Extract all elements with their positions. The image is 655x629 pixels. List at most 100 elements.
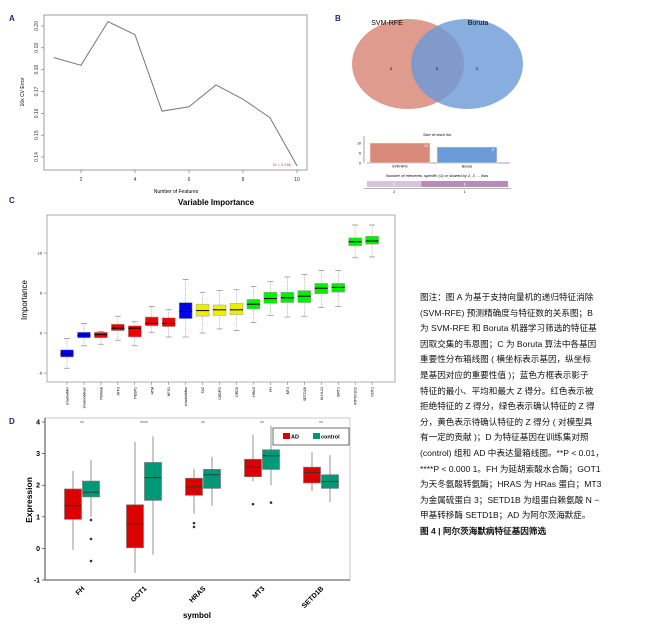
outlier-point — [251, 502, 255, 506]
panel-label-d: D — [9, 417, 15, 426]
y-tick-label: 0.18 — [34, 65, 40, 75]
x-tick-label: NFS1 — [167, 387, 171, 396]
venn-label-boruta: Boruta — [468, 20, 489, 27]
x-tick-label: 10 — [294, 177, 300, 183]
size-bar-value: 10 — [424, 144, 428, 148]
significance-mark: ** — [201, 421, 205, 427]
x-axis-label: symbol — [183, 611, 211, 620]
expression-box — [144, 462, 162, 501]
shared-bar-value: 8 — [464, 183, 466, 187]
data-point — [296, 165, 298, 167]
caption-line: 分，黄色表示待确认特征的 Z 得分 ( 对模型具 — [420, 416, 593, 427]
y-tick-label: 4 — [36, 420, 40, 427]
size-bar-label: Boruta — [462, 165, 472, 169]
outlier-point — [192, 521, 196, 525]
x-tick-label: shadowMax — [184, 387, 188, 406]
legend-label: AD — [291, 435, 299, 441]
x-tick-label: SETD1B — [303, 386, 307, 401]
y-tick-label: 0.16 — [34, 108, 40, 118]
caption-line: 为金属硫蛋白 3；SETD1B 为组蛋白赖氨酸 N − — [420, 494, 600, 505]
legend-box — [272, 427, 350, 446]
significance-mark: **** — [140, 421, 148, 427]
x-tick-label: 6 — [188, 177, 191, 183]
x-tick-label: 2 — [80, 177, 83, 183]
caption-line: (control) 组和 AD 中表达量箱线图。**P < 0.01， — [420, 447, 604, 458]
y-tick-label: 0.15 — [34, 130, 40, 140]
y-tick-label: 0.14 — [34, 152, 40, 162]
size-title: Size of each list — [423, 132, 452, 137]
size-bar — [436, 146, 498, 164]
importance-box — [178, 302, 193, 319]
venn-circle-boruta — [411, 19, 523, 109]
x-tick-label: shadowMin — [66, 387, 70, 405]
y-tick-label: 3 — [36, 451, 40, 458]
expression-box — [262, 449, 280, 470]
data-point — [53, 57, 55, 59]
x-tick-label: YWHAB — [99, 386, 103, 400]
caption-line: 拒绝特征的 Z 得分，绿色表示确认特征的 Z 得 — [420, 401, 595, 412]
x-tick-label: SETD1B — [301, 585, 325, 609]
legend-swatch — [313, 433, 320, 439]
y-axis-label: 10x CV Error — [20, 77, 26, 106]
importance-box — [263, 291, 278, 304]
y-tick-label: 0 — [36, 546, 40, 553]
y-tick-label: 0 — [40, 331, 43, 336]
data-point — [134, 34, 136, 36]
x-tick-label: CEBPG — [218, 387, 222, 400]
x-tick-label: HRAS — [252, 386, 256, 397]
cv-error-line — [53, 20, 298, 166]
size-tick-label: 10 — [357, 142, 361, 146]
significance-mark: ** — [260, 421, 264, 427]
venn-count: 5 — [436, 66, 439, 71]
importance-box — [229, 303, 244, 315]
shared-bar-label: 1 — [464, 190, 466, 194]
x-tick-label: FH — [75, 585, 87, 597]
data-point — [161, 110, 163, 112]
x-axis-label: Number of Features — [154, 189, 199, 195]
caption-line: 图 4 | 阿尔茨海默病特征基因筛选 — [420, 525, 547, 536]
significance-mark: ** — [80, 421, 84, 427]
caption-line: 为天冬氨酸转氨酶；HRAS 为 HRas 蛋白；MT3 — [420, 479, 602, 490]
x-tick-label: TAZ — [201, 386, 205, 393]
x-tick-label: FH — [269, 387, 273, 392]
data-point — [242, 98, 244, 100]
y-axis-label: Importance — [20, 279, 29, 320]
caption-line: 特征的最小、平均和最大 Z 得分。红色表示被 — [420, 385, 594, 396]
x-tick-label: KLHL24 — [320, 387, 324, 400]
x-tick-label: 4 — [134, 177, 137, 183]
chart-title-c: Variable Importance — [178, 198, 255, 207]
venn-label-svm-rfe: SVM-RFE — [371, 20, 403, 27]
y-tick-label: -1 — [34, 578, 40, 585]
panel-label-b: B — [335, 14, 341, 23]
x-tick-label: GOT1 — [130, 585, 149, 604]
significance-mark: ** — [319, 421, 323, 427]
plot-frame-c — [46, 214, 396, 383]
expression-box — [303, 466, 321, 484]
caption-line: ****P < 0.000 1。FH 为延胡索酸水合酶；GOT1 — [420, 463, 601, 474]
importance-box — [111, 323, 125, 331]
y-tick-label: 5 — [40, 291, 43, 296]
min-annotation: N = 0.136 — [273, 162, 291, 167]
data-point — [215, 84, 217, 86]
x-tick-label: ATP6V1G2 — [354, 387, 358, 405]
size-bar-value: 8 — [492, 148, 494, 152]
plot-frame-a — [43, 14, 308, 171]
caption-line: 因取交集的韦恩图；C 为 Boruta 算法中各基因 — [420, 338, 597, 349]
outlier-point — [269, 501, 273, 504]
expression-box — [82, 480, 100, 498]
y-tick-label: -5 — [38, 371, 42, 376]
size-bar — [369, 142, 431, 164]
expression-box — [203, 469, 221, 489]
data-point — [107, 21, 109, 23]
caption-line: 是基因对应的重要性值 )；蓝色方框表示影子 — [420, 369, 589, 380]
x-tick-label: ATF3 — [116, 387, 120, 396]
panel-label-c: C — [9, 196, 15, 205]
y-tick-label: 0.19 — [34, 43, 40, 53]
x-tick-label: MT3 — [252, 585, 267, 600]
outlier-point — [192, 525, 196, 529]
x-tick-label: GOT1 — [371, 387, 375, 397]
outlier-point — [89, 518, 93, 522]
shared-bar-segment — [367, 181, 422, 187]
caption-line: 有一定的贡献 )；D 为特征基因在训练集对照 — [420, 432, 589, 443]
